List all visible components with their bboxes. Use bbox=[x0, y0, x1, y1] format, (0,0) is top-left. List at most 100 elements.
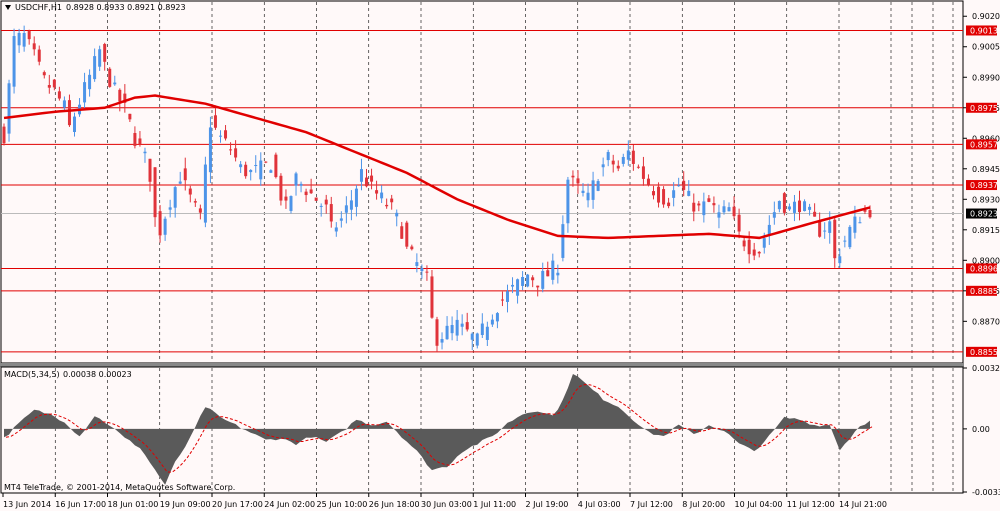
macd-tick-label: -0.00338 bbox=[972, 488, 1000, 497]
macd-tick-label: 0.00 bbox=[972, 425, 990, 434]
candle-body bbox=[354, 188, 358, 207]
price-tick-label: 0.8930 bbox=[972, 195, 1000, 204]
candle-body bbox=[470, 333, 474, 340]
candle-body bbox=[551, 260, 555, 280]
time-label: 26 Jun 18:00 bbox=[369, 500, 420, 509]
candle-body bbox=[526, 274, 530, 287]
candle-body bbox=[772, 212, 776, 218]
price-panel[interactable] bbox=[0, 0, 964, 364]
candle-body bbox=[828, 221, 832, 233]
candle-body bbox=[249, 169, 253, 173]
candle-body bbox=[224, 130, 228, 139]
candle-body bbox=[672, 190, 676, 198]
candle-body bbox=[289, 196, 293, 211]
candle-body bbox=[405, 222, 409, 247]
candle-body bbox=[113, 82, 117, 85]
level-label: 0.8975 bbox=[970, 104, 998, 113]
candle-body bbox=[541, 270, 545, 289]
candle-body bbox=[183, 168, 187, 181]
macd-axis[interactable]: 0.00326 0.00 -0.00338 bbox=[963, 364, 1000, 497]
macd-signal-line bbox=[5, 383, 873, 473]
price-tick-label: 0.9005 bbox=[972, 43, 1000, 52]
candle-body bbox=[143, 151, 147, 154]
time-label: 24 Jun 02:00 bbox=[264, 500, 315, 509]
candle-body bbox=[279, 175, 283, 201]
candle-body bbox=[244, 164, 248, 177]
candle-body bbox=[37, 49, 41, 62]
candle-body bbox=[430, 276, 434, 318]
candle-body bbox=[304, 191, 308, 196]
level-label: 0.8957 bbox=[970, 140, 998, 149]
candle-body bbox=[213, 115, 217, 128]
time-axis[interactable]: 13 Jun 2014 16 Jun 17:00 18 Jun 01:00 19 Ju… bbox=[2, 493, 887, 509]
level-label: 0.8937 bbox=[970, 181, 998, 190]
candle-body bbox=[838, 256, 842, 264]
candle-body bbox=[747, 239, 751, 255]
candle-body bbox=[561, 224, 565, 258]
candle-body bbox=[475, 333, 479, 346]
time-label: 30 Jun 03:00 bbox=[421, 500, 472, 509]
candle-body bbox=[274, 154, 278, 178]
current-price-label: 0.8923 bbox=[966, 208, 998, 219]
candle-body bbox=[742, 240, 746, 247]
time-label: 19 Jun 09:00 bbox=[160, 500, 211, 509]
candle-body bbox=[229, 149, 233, 151]
level-label: 0.8896 bbox=[970, 264, 998, 273]
macd-values: 0.00038 0.00023 bbox=[63, 370, 132, 379]
candle-body bbox=[208, 127, 212, 173]
candle-body bbox=[631, 150, 635, 164]
candle-body bbox=[324, 199, 328, 205]
candle-body bbox=[626, 150, 630, 160]
candle-body bbox=[490, 319, 494, 325]
collapse-triangle-icon[interactable] bbox=[5, 5, 11, 10]
panel-separator[interactable] bbox=[0, 363, 964, 367]
candle-body bbox=[601, 164, 605, 168]
candle-body bbox=[863, 209, 867, 212]
candle-body bbox=[385, 204, 389, 207]
candle-body bbox=[717, 212, 721, 218]
candle-body bbox=[269, 170, 273, 173]
candle-body bbox=[485, 326, 489, 340]
candle-body bbox=[581, 190, 585, 193]
time-label: 7 Jul 12:00 bbox=[630, 500, 673, 509]
candle-body bbox=[813, 211, 817, 217]
candle-body bbox=[239, 164, 243, 168]
candle-body bbox=[440, 339, 444, 343]
level-label-box bbox=[966, 346, 997, 357]
candle-body bbox=[833, 219, 837, 259]
candle-body bbox=[7, 83, 11, 134]
candle-body bbox=[702, 201, 706, 216]
price-tick-label: 0.8870 bbox=[972, 317, 1000, 326]
candle-body bbox=[576, 178, 580, 184]
candle-body bbox=[677, 185, 681, 187]
candle-body bbox=[596, 181, 600, 191]
candle-body bbox=[712, 203, 716, 206]
candle-body bbox=[727, 207, 731, 212]
candle-body bbox=[219, 135, 222, 137]
candle-body bbox=[722, 206, 726, 213]
candle-body bbox=[591, 180, 595, 200]
time-label: 13 Jun 2014 bbox=[3, 500, 51, 509]
candle-body bbox=[858, 222, 862, 224]
candle-body bbox=[309, 189, 313, 194]
candle-body bbox=[173, 187, 177, 208]
candle-body bbox=[319, 205, 323, 207]
moving-average-line bbox=[3, 94, 871, 240]
level-label-box bbox=[966, 263, 997, 274]
candle-body bbox=[752, 249, 756, 256]
candle-body bbox=[652, 191, 655, 196]
macd-panel[interactable] bbox=[0, 366, 964, 494]
candle-body bbox=[234, 148, 238, 158]
candle-body bbox=[808, 206, 812, 210]
price-tick-label: 0.8900 bbox=[972, 256, 1000, 265]
candle-body bbox=[203, 164, 207, 223]
candle-body bbox=[616, 165, 620, 169]
candle-body bbox=[687, 190, 691, 196]
candle-body bbox=[737, 214, 741, 232]
candle-body bbox=[646, 178, 650, 186]
level-lines[interactable] bbox=[1, 29, 963, 353]
price-tick-label: 0.8945 bbox=[972, 165, 1000, 174]
time-label: 25 Jun 10:00 bbox=[317, 500, 368, 509]
